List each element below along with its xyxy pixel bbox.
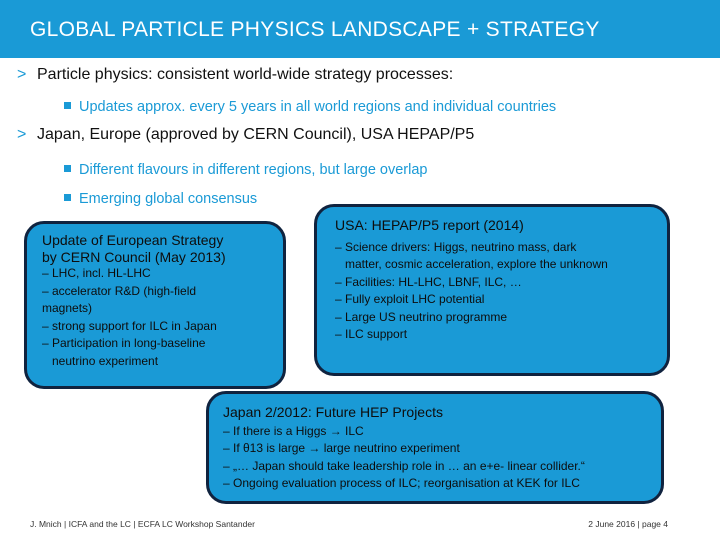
europe-item: – accelerator R&D (high-field	[42, 283, 197, 298]
europe-strategy-box: Update of European Strategy by CERN Coun…	[24, 221, 286, 389]
usa-item: – Fully exploit LHC potential	[335, 292, 485, 306]
page-title: GLOBAL PARTICLE PHYSICS LANDSCAPE + STRA…	[30, 18, 600, 41]
japan-item: – Ongoing evaluation process of ILC; reo…	[223, 476, 580, 490]
sub-bullet-1-1: Updates approx. every 5 years in all wor…	[64, 99, 556, 115]
bullet-1: > Particle physics: consistent world-wide…	[17, 66, 453, 84]
usa-item: – Facilities: HL-LHC, LBNF, ILC, …	[335, 274, 522, 289]
sub-bullet-1-1-text: Updates approx. every 5 years in all wor…	[79, 99, 557, 115]
europe-box-title-1: Update of European Strategy	[42, 232, 224, 248]
europe-item: – strong support for ILC in Japan	[42, 318, 217, 333]
japan-hep-box: Japan 2/2012: Future HEP Projects – If t…	[206, 391, 664, 504]
europe-item: – Participation in long-baseline	[42, 336, 206, 350]
usa-item: – Large US neutrino programme	[335, 309, 508, 324]
europe-box-title-2: by CERN Council (May 2013)	[42, 248, 226, 265]
bullet-2: > Japan, Europe (approved by CERN Council…	[17, 126, 474, 144]
square-bullet-icon	[64, 102, 71, 109]
chevron-right-icon: >	[17, 66, 27, 83]
japan-box-title: Japan 2/2012: Future HEP Projects	[223, 404, 443, 420]
footer-left: J. Mnich | ICFA and the LC | ECFA LC Wor…	[30, 519, 255, 529]
europe-item: neutrino experiment	[52, 353, 159, 368]
japan-item: – If θ13 is large → large neutrino exper…	[223, 441, 460, 455]
sub-bullet-2-1-text: Different flavours in different regions,…	[79, 162, 428, 178]
header-bar: GLOBAL PARTICLE PHYSICS LANDSCAPE + STRA…	[0, 0, 720, 58]
sub-bullet-2-2: Emerging global consensus	[64, 191, 257, 207]
europe-item: – LHC, incl. HL-LHC	[42, 266, 151, 280]
usa-item: matter, cosmic acceleration, explore the…	[345, 257, 608, 271]
sub-bullet-2-2-text: Emerging global consensus	[79, 191, 258, 207]
japan-item: – If there is a Higgs → ILC	[223, 423, 364, 438]
square-bullet-icon	[64, 194, 71, 201]
bullet-1-text: Particle physics: consistent world-wide …	[37, 66, 454, 83]
square-bullet-icon	[64, 165, 71, 172]
chevron-right-icon: >	[17, 126, 27, 143]
europe-item: magnets)	[42, 301, 93, 315]
usa-item: – Science drivers: Higgs, neutrino mass,…	[335, 239, 577, 254]
japan-item: – „… Japan should take leadership role i…	[223, 458, 585, 473]
usa-item: – ILC support	[335, 327, 408, 341]
bullet-2-text: Japan, Europe (approved by CERN Council)…	[37, 126, 475, 143]
sub-bullet-2-1: Different flavours in different regions,…	[64, 162, 427, 178]
footer-right: 2 June 2016 | page 4	[588, 519, 668, 529]
usa-box-title: USA: HEPAP/P5 report (2014)	[335, 217, 524, 233]
usa-p5-box: USA: HEPAP/P5 report (2014) – Science dr…	[314, 204, 670, 376]
